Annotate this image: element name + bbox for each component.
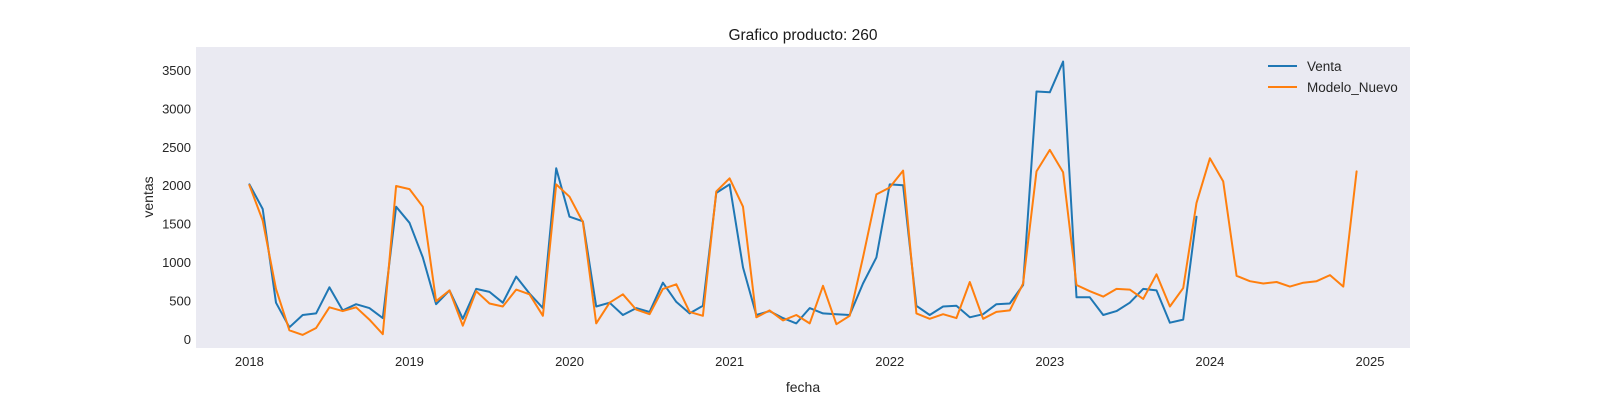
x-tick-label: 2018 xyxy=(235,354,264,369)
y-tick-label: 3000 xyxy=(162,101,191,116)
plot-area xyxy=(196,47,1410,348)
x-axis-label: fecha xyxy=(786,379,820,395)
x-tick-label: 2022 xyxy=(875,354,904,369)
chart-title: Grafico producto: 260 xyxy=(728,27,877,44)
series-line-modelo-nuevo xyxy=(248,148,1358,336)
legend-label-venta: Venta xyxy=(1307,59,1342,74)
x-tick-label: 2023 xyxy=(1035,354,1064,369)
y-tick-label: 2500 xyxy=(162,140,191,155)
y-tick-label: 0 xyxy=(184,332,191,347)
x-tick-label: 2020 xyxy=(555,354,584,369)
y-tick-label: 1500 xyxy=(162,217,191,232)
legend-label-modelo-nuevo: Modelo_Nuevo xyxy=(1307,80,1398,95)
x-tick-label: 2024 xyxy=(1195,354,1224,369)
y-tick-label: 500 xyxy=(169,293,191,308)
series-layer xyxy=(248,60,1358,336)
x-tick-label: 2021 xyxy=(715,354,744,369)
y-axis-ticks: 0 500 1000 1500 2000 2500 3000 3500 xyxy=(162,63,191,347)
series-line-venta xyxy=(248,60,1198,329)
y-tick-label: 3500 xyxy=(162,63,191,78)
x-axis-ticks: 2018 2019 2020 2021 2022 2023 2024 2025 xyxy=(235,354,1385,369)
y-axis-label: ventas xyxy=(140,176,156,217)
x-tick-label: 2025 xyxy=(1356,354,1385,369)
legend: Venta Modelo_Nuevo xyxy=(1268,59,1398,95)
y-tick-label: 1000 xyxy=(162,255,191,270)
x-tick-label: 2019 xyxy=(395,354,424,369)
y-tick-label: 2000 xyxy=(162,178,191,193)
